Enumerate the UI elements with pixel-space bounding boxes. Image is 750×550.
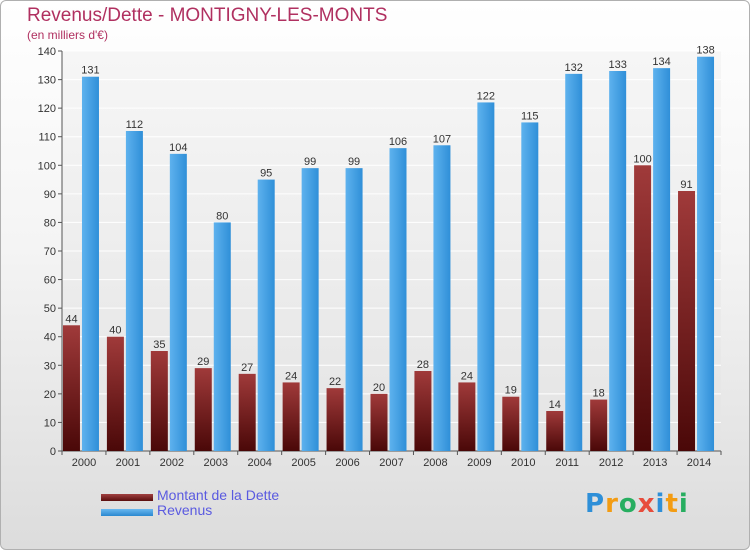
bar-revenus (565, 73, 583, 451)
data-label-revenus: 80 (216, 210, 228, 222)
bar-revenus (433, 145, 451, 452)
y-tick-label: 10 (44, 417, 56, 429)
x-tick-label: 2006 (335, 457, 359, 469)
data-label-dette: 29 (197, 356, 209, 368)
x-tick-label: 2013 (643, 457, 667, 469)
chart-subtitle: (en milliers d'€) (27, 28, 108, 42)
bar-dette (150, 351, 168, 451)
bar-dette (194, 368, 212, 451)
x-tick-label: 2010 (511, 457, 535, 469)
legend-label-dette: Montant de la Dette (157, 487, 280, 503)
x-tick-label: 2009 (467, 457, 491, 469)
y-tick-label: 110 (38, 132, 56, 144)
bar-revenus (301, 168, 319, 451)
y-tick-label: 100 (38, 160, 56, 172)
data-label-revenus: 138 (696, 45, 714, 57)
y-tick-label: 70 (44, 246, 56, 258)
bar-revenus (125, 131, 143, 451)
x-tick-label: 2014 (687, 457, 711, 469)
x-tick-label: 2005 (291, 457, 315, 469)
data-label-revenus: 112 (126, 119, 144, 131)
data-label-revenus: 99 (348, 156, 360, 168)
bar-dette (546, 411, 564, 451)
data-label-revenus: 107 (433, 133, 451, 145)
bar-dette (326, 388, 344, 451)
y-tick-label: 80 (44, 217, 56, 229)
data-label-revenus: 131 (81, 65, 99, 77)
y-tick-label: 20 (44, 389, 56, 401)
bar-revenus (477, 102, 495, 451)
data-label-dette: 24 (285, 370, 297, 382)
bar-revenus (609, 71, 627, 451)
y-tick-label: 40 (44, 332, 56, 344)
x-tick-label: 2001 (116, 457, 140, 469)
data-label-revenus: 115 (521, 110, 539, 122)
legend-swatch-revenus (101, 509, 153, 516)
legend-swatch-dette (101, 494, 153, 501)
data-label-revenus: 134 (652, 56, 670, 68)
bar-dette (370, 393, 388, 451)
x-tick-label: 2012 (599, 457, 623, 469)
data-label-dette: 35 (153, 339, 165, 351)
bar-revenus (653, 68, 671, 452)
data-label-dette: 19 (505, 385, 517, 397)
bar-dette (458, 382, 476, 451)
x-tick-label: 2011 (555, 457, 579, 469)
legend-label-revenus: Revenus (157, 502, 213, 518)
proxiti-logo: Proxiti (585, 489, 689, 519)
data-label-dette: 24 (461, 370, 473, 382)
bar-dette (62, 325, 80, 451)
x-tick-label: 2004 (247, 457, 271, 469)
bar-revenus (257, 179, 275, 452)
bar-revenus (389, 148, 407, 451)
data-label-dette: 14 (549, 399, 561, 411)
x-tick-label: 2002 (160, 457, 184, 469)
chart-title: Revenus/Dette - MONTIGNY-LES-MONTS (27, 5, 388, 26)
bar-revenus (169, 153, 187, 451)
y-tick-label: 130 (38, 75, 56, 87)
data-label-revenus: 99 (304, 156, 316, 168)
bar-revenus (213, 222, 231, 451)
bar-dette (106, 336, 124, 451)
y-tick-label: 140 (38, 46, 56, 58)
y-tick-label: 60 (44, 275, 56, 287)
y-tick-label: 90 (44, 189, 56, 201)
x-tick-label: 2000 (72, 457, 96, 469)
bar-revenus (521, 122, 539, 451)
data-label-dette: 22 (329, 376, 341, 388)
x-tick-label: 2008 (423, 457, 447, 469)
bar-dette (678, 191, 696, 451)
data-label-dette: 44 (65, 313, 77, 325)
y-tick-label: 50 (44, 303, 56, 315)
bar-dette (414, 371, 432, 451)
data-label-revenus: 95 (260, 168, 272, 180)
bar-revenus (81, 76, 99, 451)
data-label-revenus: 104 (169, 142, 187, 154)
y-tick-label: 0 (50, 446, 56, 458)
data-label-dette: 20 (373, 382, 385, 394)
data-label-dette: 100 (633, 153, 651, 165)
bar-dette (590, 399, 608, 451)
bar-dette (238, 373, 256, 451)
bar-revenus (345, 168, 363, 451)
data-label-dette: 27 (241, 362, 253, 374)
x-tick-label: 2007 (379, 457, 403, 469)
bar-dette (502, 396, 520, 451)
data-label-dette: 40 (109, 325, 121, 337)
data-label-revenus: 122 (477, 90, 495, 102)
data-label-revenus: 133 (608, 59, 626, 71)
bar-dette (282, 382, 300, 451)
bar-dette (634, 165, 652, 452)
data-label-dette: 18 (593, 388, 605, 400)
y-tick-label: 30 (44, 360, 56, 372)
bar-revenus (697, 56, 715, 451)
data-label-dette: 28 (417, 359, 429, 371)
y-tick-label: 120 (38, 103, 56, 115)
data-label-dette: 91 (680, 179, 692, 191)
data-label-revenus: 132 (565, 62, 583, 74)
data-label-revenus: 106 (389, 136, 407, 148)
x-tick-label: 2003 (204, 457, 228, 469)
